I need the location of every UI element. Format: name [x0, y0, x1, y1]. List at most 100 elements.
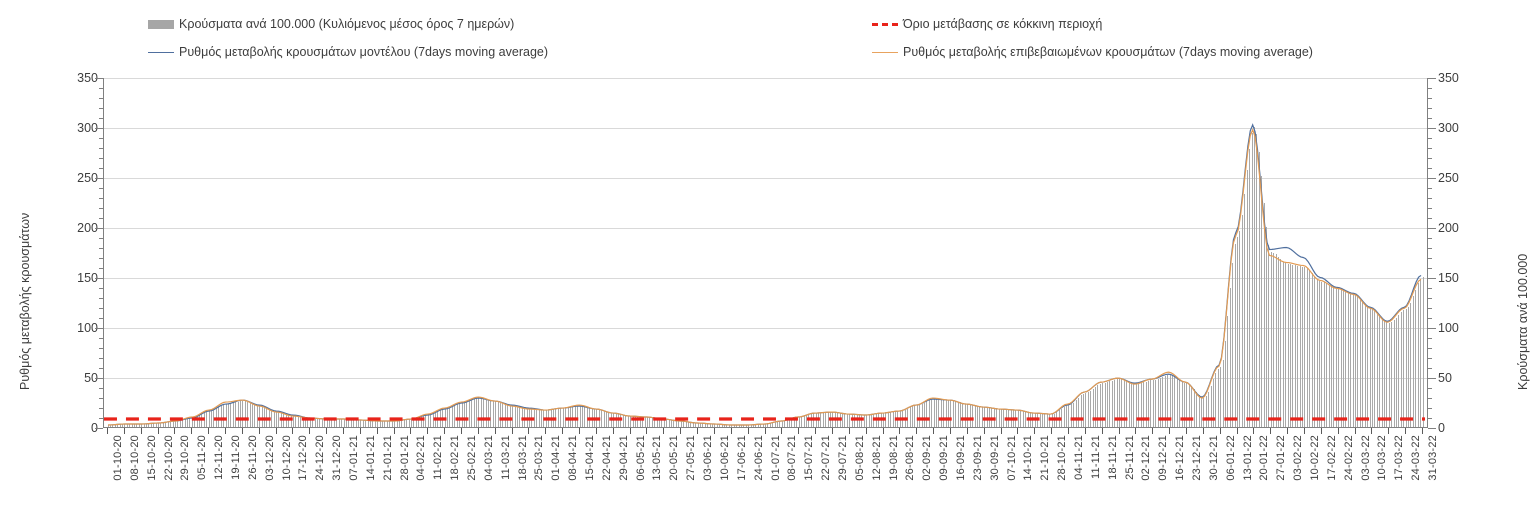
bar	[463, 402, 465, 427]
bar	[150, 423, 152, 427]
bar	[1374, 309, 1376, 427]
y-minor-tick-l-320	[99, 108, 103, 109]
bar	[755, 424, 757, 427]
bar	[1422, 277, 1424, 427]
bar	[314, 418, 316, 427]
y-minor-tick-r-240	[1428, 188, 1432, 189]
x-tick-mark	[1371, 428, 1373, 434]
bar	[418, 417, 420, 427]
bar	[781, 421, 783, 427]
bar	[252, 404, 253, 427]
bar	[1280, 259, 1282, 427]
bar	[1362, 300, 1364, 427]
bar	[307, 417, 309, 427]
y-minor-tick-l-90	[99, 338, 103, 339]
bar	[1198, 395, 1200, 427]
bar	[1270, 252, 1272, 427]
legend-item-model-rate[interactable]: Ρυθμός μεταβολής κρουσμάτων μοντέλου (7d…	[148, 45, 548, 59]
bar	[1318, 281, 1320, 427]
x-tick-label: 30-12-21	[1207, 435, 1220, 481]
x-tick-mark	[983, 428, 985, 434]
bar	[690, 422, 692, 427]
bar	[1314, 276, 1316, 427]
bar	[1412, 296, 1414, 427]
x-tick-mark	[764, 428, 766, 434]
bar	[1244, 193, 1246, 427]
bar	[170, 421, 172, 427]
bar	[1328, 284, 1330, 427]
x-tick-label: 23-09-21	[971, 435, 984, 481]
bar	[984, 407, 986, 427]
legend-item-threshold[interactable]: Όριο μετάβασης σε κόκκινη περιοχή	[872, 17, 1102, 31]
bar	[1393, 320, 1395, 427]
x-tick-label: 10-12-20	[280, 435, 293, 481]
bar	[849, 414, 851, 427]
y-minor-tick-r-120	[1428, 308, 1432, 309]
bar	[988, 407, 990, 427]
bar	[642, 416, 644, 427]
bar	[870, 414, 872, 427]
bar	[914, 405, 916, 427]
bar	[986, 407, 988, 427]
bar	[858, 414, 860, 427]
y-tick-mark-r-100	[1428, 328, 1436, 329]
x-tick-label: 18-03-21	[516, 435, 529, 481]
bar	[276, 412, 278, 427]
bar	[1287, 264, 1289, 427]
x-tick-label: 13-01-22	[1241, 435, 1254, 481]
y-tick-mark-l-300	[95, 128, 103, 129]
gridline-100	[104, 328, 1427, 329]
y-tick-label-r-350: 350	[1438, 71, 1459, 85]
bar	[136, 424, 138, 427]
x-tick-mark	[309, 428, 311, 434]
bar	[367, 420, 369, 427]
y-minor-tick-r-210	[1428, 218, 1432, 219]
y-tick-mark-r-150	[1428, 278, 1436, 279]
bar	[208, 411, 210, 427]
bar	[805, 415, 807, 427]
y-tick-label-l-50: 50	[84, 371, 98, 385]
legend-item-cases[interactable]: Κρούσματα ανά 100.000 (Κυλιόμενος μέσος …	[148, 17, 514, 31]
bar	[931, 399, 933, 427]
bar	[521, 406, 523, 427]
y-minor-tick-l-270	[99, 158, 103, 159]
x-tick-mark	[1388, 428, 1390, 434]
bar	[165, 422, 167, 427]
y-minor-tick-l-140	[99, 288, 103, 289]
x-tick-label: 06-05-21	[634, 435, 647, 481]
bar	[1398, 314, 1400, 427]
bar	[1188, 383, 1190, 427]
bar	[654, 417, 656, 427]
bar	[945, 399, 947, 427]
y-minor-tick-l-30	[99, 398, 103, 399]
y-tick-label-l-150: 150	[77, 271, 98, 285]
x-tick-label: 12-08-21	[870, 435, 883, 481]
x-tick-label: 01-10-20	[112, 435, 124, 481]
bar	[223, 404, 225, 427]
bar	[1415, 289, 1417, 427]
y-minor-tick-l-10	[99, 418, 103, 419]
bar	[396, 420, 398, 427]
bar	[389, 421, 391, 427]
bar	[300, 416, 302, 427]
x-tick-label: 24-02-22	[1342, 435, 1355, 481]
bar	[1292, 264, 1294, 427]
bar	[1155, 379, 1157, 427]
bar	[365, 420, 367, 427]
y-tick-mark-r-200	[1428, 228, 1436, 229]
bar	[1388, 323, 1390, 427]
bar	[1186, 383, 1188, 427]
bar	[702, 423, 704, 427]
bar	[370, 420, 372, 427]
legend-item-confirmed-rate[interactable]: Ρυθμός μεταβολής επιβεβαιωμένων κρουσμάτ…	[872, 45, 1313, 59]
bar	[124, 424, 126, 427]
x-tick-label: 17-03-22	[1393, 435, 1406, 481]
y-minor-tick-r-180	[1428, 248, 1432, 249]
x-tick-mark	[545, 428, 547, 434]
bar	[1090, 391, 1092, 427]
bar	[138, 424, 140, 427]
bar	[887, 412, 889, 427]
bar	[247, 402, 249, 427]
bar	[254, 405, 256, 427]
x-tick-label: 03-12-20	[263, 435, 276, 481]
